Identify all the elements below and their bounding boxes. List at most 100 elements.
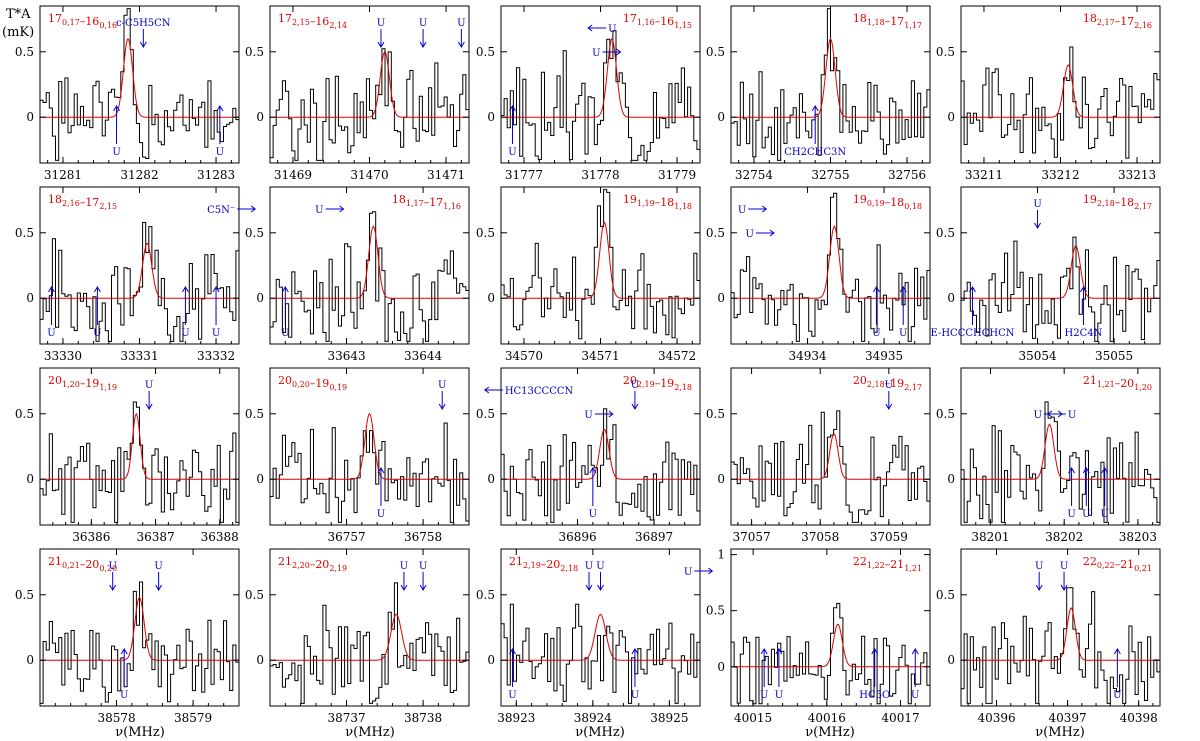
annotation-label: U	[1035, 561, 1043, 572]
line-annotation: HC13CCCCN	[483, 386, 574, 397]
observed-spectrum	[501, 408, 700, 523]
x-tick-label: 36758	[404, 530, 442, 544]
line-annotation: c-C5H5CN	[116, 18, 171, 48]
annotation-label: U	[216, 147, 224, 158]
annotation-arrowhead	[587, 24, 593, 32]
annotation-arrowhead	[457, 41, 465, 48]
observed-spectrum	[961, 401, 1160, 523]
annotation-label: U	[608, 24, 616, 35]
spectrum-panel: 0 0.5 36386 36387 36388 201,20–191,19 U	[15, 367, 240, 544]
annotation-label: U	[1101, 509, 1109, 520]
annotation-label: U	[400, 561, 408, 572]
spectrum-panel: 0 0.5 31469 31470 31471 172,15–162,14 U U U	[245, 5, 470, 182]
transition-label: 220,22–210,21	[1083, 555, 1152, 573]
x-tick-label: 31281	[44, 168, 82, 182]
observed-spectrum	[961, 46, 1160, 159]
annotation-arrowhead	[48, 286, 55, 293]
spectrum-panel: 0 0.5 33643 33644 181,17–171,16 U U	[245, 186, 470, 363]
line-annotation: U	[1113, 648, 1122, 701]
spectrum-panel: 0 0.5 36757 36758 200,20–190,19 U U	[245, 367, 470, 544]
line-annotation: U	[419, 18, 427, 48]
x-tick-label: 34571	[581, 349, 619, 363]
panel-frame	[269, 186, 470, 345]
transition-label: 202,18–192,17	[853, 374, 922, 392]
line-annotation: U	[760, 648, 768, 701]
annotation-label: U	[911, 690, 919, 701]
annotation-arrowhead	[216, 105, 224, 112]
x-tick-label: 33330	[44, 349, 82, 363]
annotation-label: U	[584, 410, 592, 421]
annotation-label: HC5O	[859, 690, 890, 701]
x-tick-label: 32755	[811, 168, 849, 182]
annotation-arrowhead	[93, 286, 101, 293]
annotation-label: U	[899, 328, 907, 339]
spectrum-panel: 0 0.5 37057 37058 37059 202,18–192,17U	[706, 367, 931, 544]
model-line	[731, 225, 930, 299]
x-tick-label: 31283	[197, 168, 235, 182]
transition-label: 221,22–211,21	[853, 555, 922, 573]
y-tick-label: 0.5	[706, 604, 725, 618]
annotation-label: U	[631, 380, 639, 391]
y-tick-label: 0.5	[936, 226, 955, 240]
line-annotation: C5N⁻	[207, 205, 257, 216]
annotation-arrowhead	[899, 286, 907, 293]
transition-label: 202,19–192,18	[623, 374, 692, 392]
line-annotation: U	[154, 561, 163, 591]
x-tick-label: 38925	[650, 711, 688, 725]
annotation-arrowhead	[155, 584, 163, 591]
y-tick-label: 0.5	[936, 588, 955, 602]
transition-label: 182,16–172,15	[48, 193, 117, 211]
line-annotation: CH2CHC3N	[784, 105, 846, 158]
panel-frame	[39, 548, 240, 707]
observed-spectrum	[270, 422, 469, 523]
line-annotation: U	[108, 561, 117, 591]
y-tick-label: 0	[26, 653, 34, 667]
x-axis-titles: ν(MHz) ν(MHz) ν(MHz) ν(MHz) ν(MHz)	[115, 725, 1085, 740]
observed-spectrum	[961, 587, 1160, 704]
x-tick-label: 40398	[1120, 711, 1158, 725]
line-annotation: U	[631, 380, 639, 410]
observed-spectrum	[40, 581, 239, 704]
annotation-arrowhead	[1034, 222, 1041, 229]
annotation-label: U	[419, 561, 427, 572]
y-tick-label: 0.5	[476, 226, 495, 240]
line-annotation: U	[1067, 467, 1076, 520]
transition-label: 200,20–190,19	[278, 374, 347, 392]
annotation-label: U	[457, 18, 465, 29]
line-annotation: U	[631, 648, 639, 701]
line-annotation: U	[457, 18, 466, 48]
annotation-label: U	[112, 147, 120, 158]
y-tick-label: 0	[947, 110, 955, 124]
spectrum-panel: 0 0.5 38737 38738 212,20–202,19 U U	[245, 548, 470, 725]
line-annotation: U	[216, 105, 224, 158]
x-axis-label: ν(MHz)	[1035, 725, 1085, 740]
observed-spectrum	[731, 8, 930, 161]
annotation-arrowhead	[760, 648, 768, 655]
observed-spectrum	[40, 401, 239, 523]
line-annotation: U	[212, 286, 220, 339]
spectrum-panel: 0 0.5 36896 36897 202,19–192,18 HC13CCCCN U U U	[476, 367, 701, 544]
x-tick-label: 40397	[1049, 711, 1087, 725]
annotation-arrowhead	[871, 648, 879, 655]
spectrum-panel: 0 0.5 40396 40397 40398 220,22–210,21 U U U	[936, 548, 1161, 725]
annotation-label: U	[684, 567, 692, 578]
line-annotation: U	[584, 410, 614, 421]
line-annotation: U	[508, 648, 517, 701]
y-tick-label: 0	[487, 472, 495, 486]
annotation-label: U	[508, 147, 516, 158]
x-tick-label: 37059	[870, 530, 908, 544]
line-annotation: HC5O	[859, 648, 890, 701]
annotation-label: U	[377, 18, 385, 29]
annotation-arrowhead	[181, 286, 189, 293]
annotation-arrowhead	[585, 584, 593, 591]
y-tick-label: 0.5	[476, 407, 495, 421]
spectrum-panel: 0 0.5 35054 35055 192,18–182,17 E-HCCCHCHCN U H…	[930, 186, 1161, 363]
x-tick-label: 38202	[1045, 530, 1083, 544]
model-line	[270, 613, 469, 661]
annotation-arrowhead	[377, 467, 385, 474]
model-line	[40, 412, 239, 480]
model-line	[270, 51, 469, 118]
x-tick-label: 31469	[274, 168, 312, 182]
annotation-label: U	[1034, 410, 1042, 421]
